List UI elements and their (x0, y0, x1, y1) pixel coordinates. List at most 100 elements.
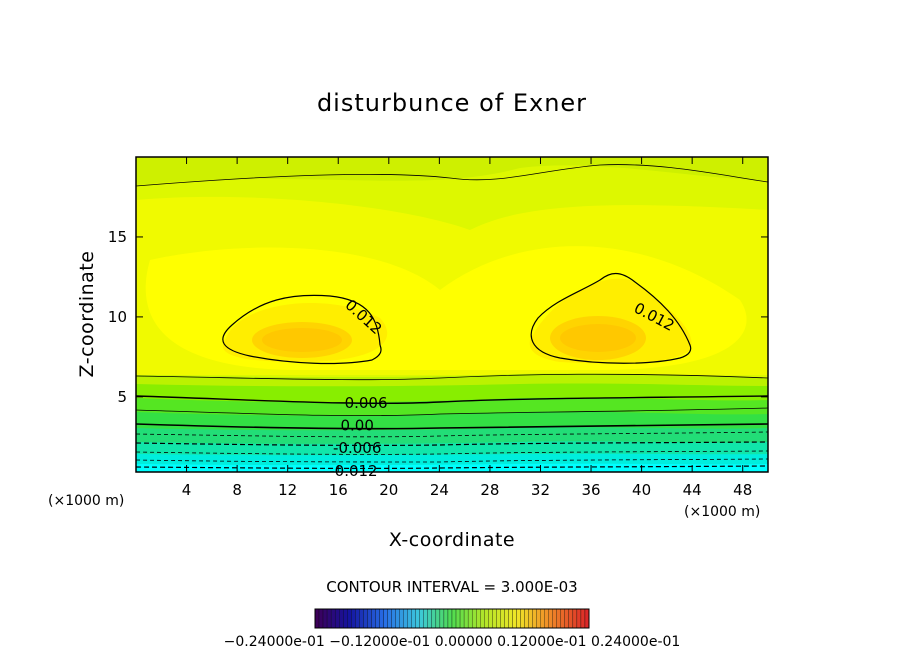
colorbar-cell (419, 608, 424, 629)
colorbar-cell (572, 608, 578, 629)
colorbar-cell (520, 608, 525, 629)
x-tick-label: 16 (329, 481, 348, 499)
colorbar-cell (467, 608, 473, 629)
colorbar-cell (480, 608, 485, 629)
colorbar-cell (556, 608, 561, 629)
colorbar-cell (508, 608, 513, 629)
x-tick-label: 20 (379, 481, 398, 499)
y-tick-label: 15 (108, 228, 127, 246)
contour-thin-1 (136, 373, 768, 381)
colorbar-cell (451, 608, 457, 629)
colorbar-cell (395, 608, 400, 629)
contour-neg-thin-2 (136, 450, 768, 455)
colorbar-cell (423, 608, 428, 629)
band-deep-orange-left (262, 328, 342, 352)
contour-000 (136, 423, 768, 430)
colorbar-cell (576, 608, 582, 629)
contour-neg-0012 (136, 465, 768, 470)
colorbar-cell (391, 608, 396, 629)
colorbar-frame (314, 608, 590, 629)
colorbar-cell (330, 608, 336, 629)
x-tick-label: 8 (232, 481, 242, 499)
colorbar-cell (504, 608, 509, 629)
contour-label-group: -0.012 (329, 462, 377, 480)
colorbar-cell (443, 608, 449, 629)
contour-upper-thin (136, 164, 768, 187)
contour-label: -0.012 (329, 462, 377, 480)
colorbar-cell (528, 608, 533, 629)
x-tick-label: 40 (632, 481, 651, 499)
colorbar-cell (407, 608, 412, 629)
contour-0012-right (530, 272, 692, 364)
colorbar-cell (359, 608, 364, 629)
colorbar-cell (544, 608, 549, 629)
colorbar-cell (375, 608, 380, 629)
x-unit-label-left: (×1000 m) (48, 493, 124, 509)
x-tick-label: 36 (581, 481, 600, 499)
colorbar-cell (584, 608, 590, 629)
y-tick-label: 10 (108, 308, 127, 326)
colorbar-cell (536, 608, 541, 629)
colorbar-cell (367, 608, 372, 629)
colorbar-cell (371, 608, 376, 629)
colorbar-cell (459, 608, 465, 629)
colorbar-cell (415, 608, 420, 629)
colorbar-cell (560, 608, 565, 629)
plot-frame (135, 156, 769, 473)
y-axis-label: Z-coordinate (76, 251, 98, 378)
colorbar-cell (427, 608, 433, 629)
contour-label-group: 0.006 (345, 394, 388, 412)
colorbar-cell (476, 608, 481, 629)
chart-title: disturbunce of Exner (317, 89, 587, 117)
colorbar-cell (339, 608, 344, 629)
x-tick-label: 4 (182, 481, 192, 499)
colorbar-cell (540, 608, 545, 629)
colorbar-cell (564, 608, 570, 629)
colorbar-cell (532, 608, 537, 629)
colorbar-cell (314, 608, 320, 629)
colorbar-cell (492, 608, 497, 629)
contour-label: 0.00 (340, 417, 373, 435)
contour-neg-0006 (136, 441, 768, 446)
colorbar-cell (496, 608, 501, 629)
y-axis: 5 10 15 (108, 228, 768, 406)
x-tick-label: 28 (480, 481, 499, 499)
colorbar-cell (355, 608, 360, 629)
colorbar-cell (334, 608, 340, 629)
contour-neg-thin-3 (136, 458, 768, 463)
colorbar-cell (399, 608, 404, 629)
contour-label-group: -0.006 (333, 439, 381, 457)
contour-label-group: 0.00 (340, 417, 373, 435)
colorbar-cell (524, 608, 529, 629)
x-tick-label: 44 (683, 481, 702, 499)
colorbar-cell (484, 608, 489, 629)
colorbar-cell (439, 608, 445, 629)
colorbar-cell (411, 608, 416, 629)
colorbar-cell (322, 608, 328, 629)
contour-0006 (136, 395, 768, 405)
colorbar-cell (326, 608, 332, 629)
x-tick-label: 48 (733, 481, 752, 499)
colorbar-cell (403, 608, 408, 629)
contour-label: 0.006 (345, 394, 388, 412)
colorbar-cell (516, 608, 521, 629)
colorbar-cell (363, 608, 368, 629)
colorbar-cell (343, 608, 348, 629)
colorbar-cell (512, 608, 517, 629)
x-axis-label: X-coordinate (389, 529, 515, 551)
contour-interval-text: CONTOUR INTERVAL = 3.000E-03 (326, 578, 577, 596)
colorbar-cell (580, 608, 586, 629)
contour-label: -0.006 (333, 439, 381, 457)
colorbar-cell (568, 608, 574, 629)
colorbar-cell (347, 608, 352, 629)
colorbar-cell (379, 608, 384, 629)
colorbar-cell (435, 608, 441, 629)
colorbar-labels: −0.24000e-01 −0.12000e-01 0.00000 0.1200… (224, 634, 681, 650)
colorbar-cell (387, 608, 392, 629)
contour-thin-2 (136, 407, 768, 417)
colorbar-cell (318, 608, 324, 629)
x-tick-label: 32 (531, 481, 550, 499)
x-axis: 4 8 12 16 20 24 28 32 36 40 44 48 (182, 157, 752, 499)
colorbar-cell (548, 608, 553, 629)
